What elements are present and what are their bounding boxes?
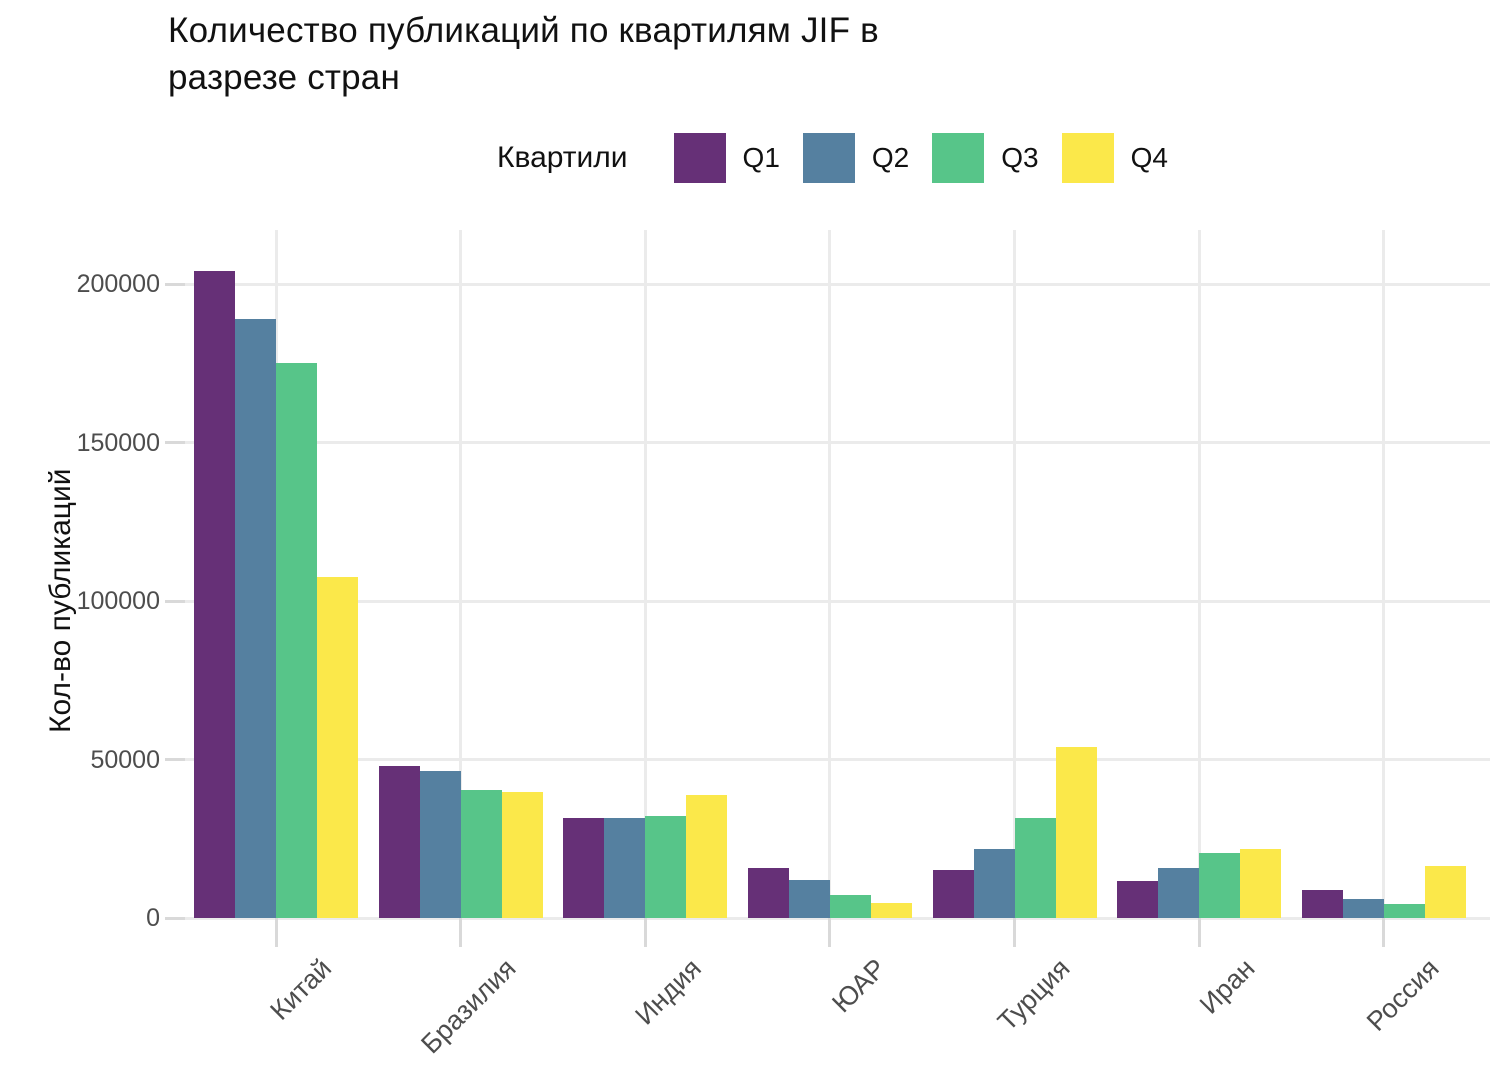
bar-q1-2 [378,765,420,918]
legend-label: Q4 [1130,142,1168,173]
gridline-h [185,441,1490,444]
x-tick-mark [274,918,278,947]
bar-q4-6 [1240,848,1282,918]
x-tick-mark [828,918,832,947]
x-tick-label-6: Иран [1193,953,1261,1020]
legend-item-q1: Q1 [673,133,780,183]
bar-q1-5 [932,870,974,918]
x-tick-label-7: Россия [1361,953,1446,1037]
gridline-h [185,599,1490,603]
x-tick-label-2: Бразилия [415,953,522,1060]
y-tick-label: 50000 [90,745,160,774]
bar-q1-4 [747,867,789,918]
bar-q2-1 [235,318,276,918]
y-tick-mark [165,758,185,761]
bar-q3-3 [645,815,687,918]
y-tick-mark [165,282,185,286]
x-tick-mark [459,918,463,947]
chart-title: Количество публикаций по квартилям JIF в… [168,11,879,97]
y-tick-mark [165,441,185,444]
bar-q3-7 [1383,904,1425,918]
gridline-v [643,230,647,918]
legend-title: Квартили [497,141,628,174]
legend-label: Q1 [742,142,780,173]
legend-item-q3: Q3 [932,133,1039,183]
plot-panel [185,230,1490,920]
bar-q3-4 [829,895,871,918]
legend-items: Q1 Q2 Q3 Q4 [673,133,1191,183]
gridline-v [1382,230,1386,918]
y-tick-label: 150000 [76,428,160,457]
x-tick-mark [643,918,647,947]
bar-q3-6 [1199,852,1241,918]
x-tick-mark [1197,918,1201,947]
x-tick-label-5: Турция [992,953,1076,1037]
y-tick-label: 100000 [76,587,160,615]
bar-q4-2 [501,792,543,918]
y-tick-mark [165,916,185,920]
bar-q4-1 [317,577,358,918]
gridline-v [1197,230,1201,918]
legend-label: Q3 [1001,142,1039,173]
bar-q2-5 [973,849,1015,918]
gridline-v [1013,230,1017,918]
y-tick-label: 0 [146,904,160,932]
legend-swatch-q1 [673,133,726,183]
gridline-v [828,230,832,918]
bar-q1-6 [1117,880,1159,918]
bar-q2-7 [1342,899,1384,918]
bar-q3-1 [276,363,317,918]
legend-label: Q2 [871,142,910,173]
bar-q2-3 [604,817,646,918]
bar-q3-2 [460,789,502,918]
bar-q2-6 [1158,867,1200,918]
bar-q4-4 [870,903,912,918]
gridline-h [185,758,1490,761]
bar-q4-7 [1424,866,1466,918]
legend-swatch-q3 [932,133,985,183]
y-tick-label: 200000 [76,270,160,298]
bar-q3-5 [1014,817,1056,918]
gridline-h [185,282,1490,286]
y-tick-mark [165,599,185,603]
bar-q1-1 [194,271,235,918]
gridline-h [185,916,1490,920]
bar-q4-5 [1055,747,1097,918]
legend-swatch-q4 [1061,133,1114,183]
x-tick-label-4: ЮАР [825,953,892,1019]
bar-q1-7 [1301,890,1343,918]
x-tick-label-1: Китай [264,953,338,1026]
x-tick-mark [1382,918,1386,947]
bar-q2-2 [419,771,461,918]
legend-swatch-q2 [802,133,855,183]
legend-item-q4: Q4 [1061,133,1168,183]
x-tick-label-3: Индия [628,953,707,1031]
bar-q4-3 [686,794,728,918]
legend: Квартили Q1 Q2 Q3 Q4 [497,130,1191,186]
legend-item-q2: Q2 [802,133,910,183]
gridline-v [459,230,463,918]
bar-q1-3 [563,818,605,918]
x-tick-mark [1013,918,1017,947]
bar-q2-4 [788,879,830,918]
